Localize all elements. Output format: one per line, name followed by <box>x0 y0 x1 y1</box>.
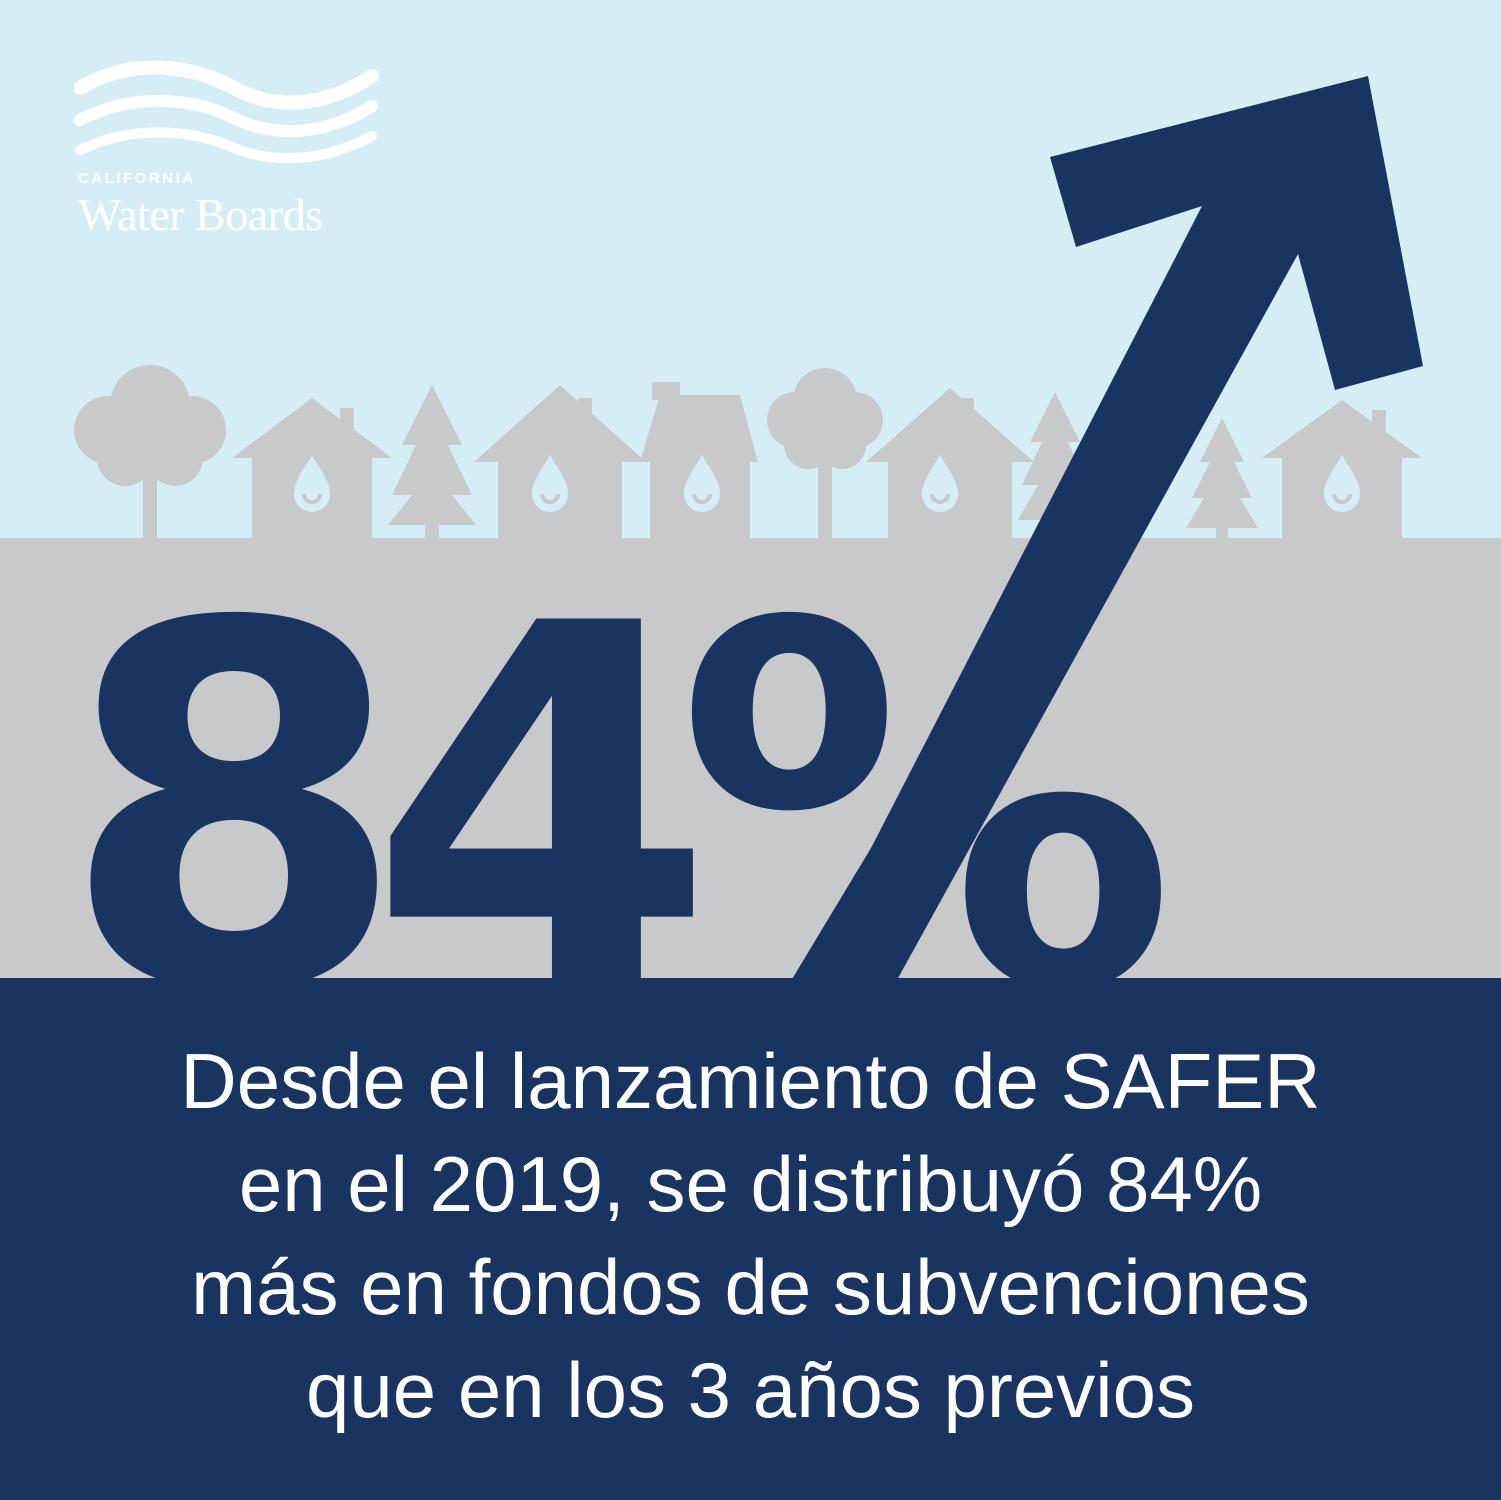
neighborhood-silhouette <box>74 365 1422 542</box>
arrow-up-right-icon <box>803 76 1423 980</box>
caption-line: Desde el lanzamiento de SAFER <box>180 1037 1321 1125</box>
caption-band <box>0 978 1501 1500</box>
caption-line: en el 2019, se distribuyó 84% <box>238 1140 1263 1228</box>
caption-line: más en fondos de subvenciones <box>191 1243 1310 1331</box>
ground-background <box>0 538 1501 980</box>
house-icon <box>474 385 646 542</box>
water-waves-logo-icon <box>74 60 379 164</box>
logo-small-text: CALIFORNIA <box>78 170 196 187</box>
pine-tree-icon <box>388 385 476 542</box>
water-drop-icon <box>294 455 330 512</box>
water-drop-icon <box>1324 455 1360 512</box>
logo-title: Water Boards <box>78 189 323 240</box>
water-drop-icon <box>532 455 568 512</box>
tree-icon <box>767 368 883 542</box>
pine-tree-icon <box>1186 418 1258 542</box>
water-drop-icon <box>922 455 958 512</box>
tree-icon <box>74 365 226 542</box>
water-boards-logo: CALIFORNIA Water Boards <box>74 58 384 248</box>
caption-text: Desde el lanzamiento de SAFER en el 2019… <box>60 1030 1441 1442</box>
water-drop-icon <box>684 455 720 512</box>
caption-line: que en los 3 años previos <box>306 1346 1195 1434</box>
